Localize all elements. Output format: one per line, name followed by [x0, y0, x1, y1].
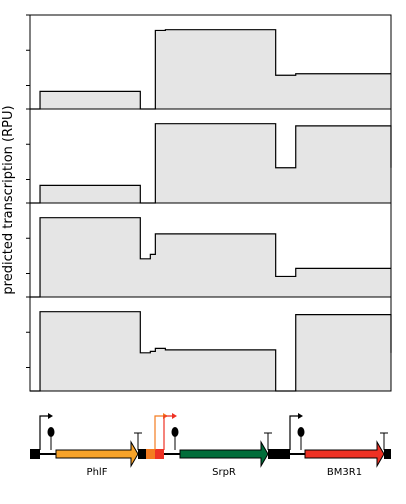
promoter-stem [163, 415, 174, 450]
spacer-block [384, 449, 391, 459]
series-area [30, 29, 391, 109]
rbs-oval [47, 427, 55, 437]
terminator-icon [134, 432, 142, 450]
gene-arrow [179, 440, 269, 468]
promoter-icon [39, 413, 53, 450]
gene-PhlF: PhlF [55, 440, 139, 478]
series-line [30, 29, 391, 110]
spacer-block [30, 449, 40, 459]
promoter-icon [154, 413, 168, 450]
promoter-arrowhead [48, 413, 53, 419]
series-line [30, 311, 392, 392]
series-line [30, 123, 392, 204]
promoter-stem [289, 415, 300, 450]
series-area [30, 311, 391, 391]
series-area [30, 123, 391, 203]
rbs-icon [47, 427, 55, 450]
panel-2 [26, 108, 392, 204]
insulator-red [155, 449, 164, 459]
promoter-arrowhead [298, 413, 303, 419]
promoter-icon [289, 413, 303, 450]
promoter-stem [154, 415, 165, 450]
rbs-icon [171, 427, 179, 450]
gene-label: PhlF [87, 467, 108, 478]
promoter-stem [39, 415, 50, 450]
terminator-icon [264, 432, 272, 450]
y-axis-label: predicted transcription (RPU) [1, 105, 16, 294]
gene-label: SrpR [212, 467, 236, 478]
gene-BM3R1: BM3R1 [304, 440, 385, 478]
gene-SrpR: SrpR [179, 440, 269, 478]
gene-arrow [304, 440, 385, 468]
genetic-circuit-diagram: PhlF SrpR BM3R1 [30, 413, 391, 478]
rbs-oval [171, 427, 179, 437]
panels [26, 14, 392, 392]
panel-4 [26, 296, 392, 392]
panel-3 [26, 202, 392, 298]
series-area [30, 217, 391, 297]
promoter-arrowhead [172, 413, 177, 419]
gene-label: BM3R1 [327, 467, 362, 478]
spacer-block [268, 449, 290, 459]
spacer-block [138, 449, 146, 459]
rbs-oval [297, 427, 305, 437]
promoter-icon [163, 413, 177, 450]
panel-frame [29, 296, 392, 392]
insulator-orange [146, 449, 155, 459]
gene-arrow [55, 440, 139, 468]
panel-1 [26, 14, 392, 110]
rbs-icon [297, 427, 305, 450]
terminator-icon [380, 432, 388, 450]
series-line [30, 217, 391, 298]
